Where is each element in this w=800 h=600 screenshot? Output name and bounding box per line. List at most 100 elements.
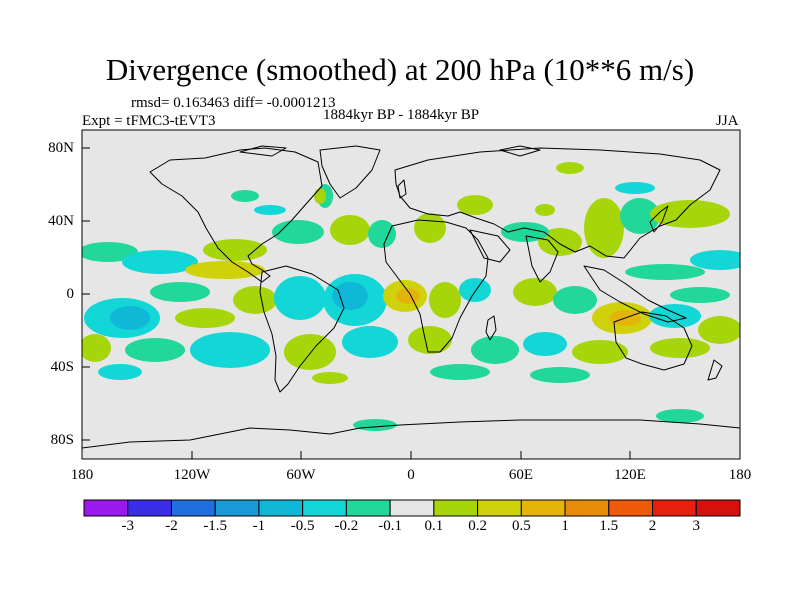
coast-madagascar	[485, 315, 497, 341]
coast-north-america	[149, 147, 323, 283]
coast-australia	[613, 311, 693, 371]
colorbar-label: -1	[252, 518, 266, 534]
lon-ticks	[81, 451, 741, 459]
coast-india	[525, 235, 559, 283]
field-patch	[368, 220, 396, 248]
field-patch	[190, 332, 270, 368]
field-patch	[625, 264, 705, 280]
field-patch	[656, 409, 704, 423]
coast-south-america	[259, 265, 345, 393]
field-patch	[457, 195, 493, 215]
colorbar-swatch	[302, 499, 347, 517]
field-patch	[471, 336, 519, 364]
coast-uk	[397, 179, 407, 199]
coast-arctic-islands	[239, 145, 541, 157]
lat-label-80n: 80N	[48, 140, 74, 156]
colorbar-swatch	[608, 499, 654, 517]
field-patch	[698, 316, 740, 344]
colorbar-swatch	[564, 499, 610, 517]
colorbar-label: 1.5	[599, 518, 619, 534]
coast-southeast-asia-islands	[583, 265, 687, 323]
colorbar-label: 0.2	[468, 518, 487, 534]
field-patch	[185, 261, 265, 279]
field-patch	[670, 287, 730, 303]
colorbar-swatch	[127, 499, 172, 517]
field-patch	[572, 340, 628, 364]
field-patch	[342, 326, 398, 358]
field-patch	[650, 338, 710, 358]
lon-label-60e: 60E	[508, 467, 534, 483]
field-patch	[513, 278, 557, 306]
experiment-label: Expt = tFMC3-tEVT3	[82, 113, 216, 129]
coast-japan	[649, 205, 669, 233]
colorbar-label: 2	[648, 518, 657, 534]
field-patch	[523, 332, 567, 356]
field-patch	[459, 278, 491, 302]
colorbar-swatch	[389, 499, 435, 517]
lat-label-40n: 40N	[48, 213, 74, 229]
colorbar-label: 3	[692, 518, 701, 534]
field-patch	[429, 282, 461, 318]
lat-label-40s: 40S	[50, 359, 74, 375]
lat-label-0: 0	[66, 286, 75, 302]
colorbar-label: 0.5	[511, 518, 531, 534]
coast-antarctica	[82, 419, 740, 449]
field-patch	[530, 367, 590, 383]
field-patch	[312, 372, 348, 384]
lat-label-80s: 80S	[50, 432, 74, 448]
coast-new-zealand	[707, 359, 723, 381]
coast-greenland	[319, 145, 381, 199]
lon-label-180e: 180	[728, 467, 752, 483]
field-patch	[254, 205, 286, 215]
plot-title: Divergence (smoothed) at 200 hPa (10**6 …	[105, 52, 695, 87]
lon-label-180w: 180	[70, 467, 94, 483]
field-patch	[272, 220, 324, 244]
field-patch	[396, 288, 420, 304]
colorbar-label: -0.5	[290, 518, 315, 534]
colorbar-label: -0.2	[334, 518, 359, 534]
field-patch	[553, 286, 597, 314]
field-patch	[535, 204, 555, 216]
stats-label: rmsd= 0.163463 diff= -0.0001213	[131, 95, 336, 111]
colorbar-label: -0.1	[378, 518, 402, 534]
colorbar-swatch	[83, 499, 129, 517]
field-patch	[122, 250, 198, 274]
field-patch	[353, 419, 397, 431]
colorbar-swatch	[695, 499, 741, 517]
field-patch	[620, 198, 660, 234]
colorbar-label: -1.5	[203, 518, 228, 534]
field-patch	[414, 213, 446, 243]
field-patch	[501, 222, 549, 242]
colorbar-label: 0.1	[424, 518, 444, 534]
coast-eurasia	[394, 147, 721, 259]
colorbar-swatch	[652, 499, 697, 517]
field-patch	[203, 239, 267, 261]
field-patch	[98, 364, 142, 380]
field-patch	[284, 334, 336, 370]
field-patch	[231, 190, 259, 202]
lon-label-0: 0	[407, 467, 415, 483]
colorbar-swatch	[345, 499, 391, 517]
colorbar-swatch	[170, 499, 216, 517]
field-patch	[274, 276, 326, 320]
field-patch	[110, 306, 150, 330]
colorbar-label: -2	[165, 518, 178, 534]
colorbar	[83, 499, 741, 517]
lat-ticks	[82, 147, 90, 441]
coastlines	[82, 145, 740, 449]
divergence-field	[82, 162, 740, 431]
colorbar-swatch	[258, 499, 304, 517]
coast-arabia	[469, 229, 511, 263]
field-patch	[82, 242, 138, 262]
field-patch	[556, 162, 584, 174]
field-patch	[615, 182, 655, 194]
colorbar-label: -3	[121, 518, 134, 534]
field-patch	[584, 198, 624, 258]
field-patch	[650, 200, 730, 228]
period-label: 1884kyr BP - 1884kyr BP	[323, 107, 480, 123]
field-patch	[408, 326, 452, 354]
field-patch	[649, 304, 701, 328]
field-patch	[430, 364, 490, 380]
colorbar-swatch	[520, 499, 566, 517]
field-patch	[125, 338, 185, 362]
